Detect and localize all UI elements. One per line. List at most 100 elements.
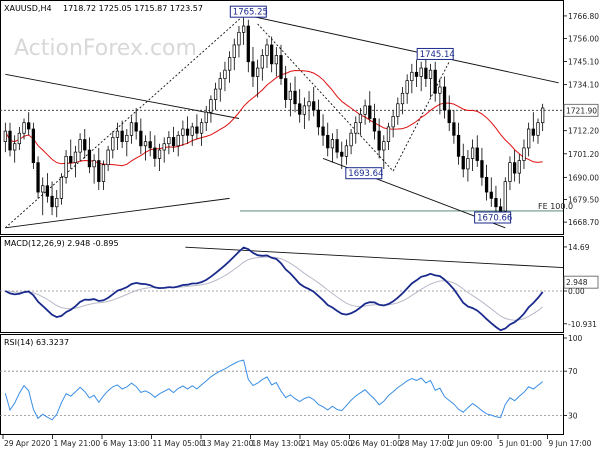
- candle-body: [64, 155, 68, 178]
- candle-body: [396, 103, 400, 117]
- candlestick: [298, 89, 302, 123]
- price-layer: FE 100.0 1765.25 1745.14 1693.64 1670.66: [0, 5, 573, 229]
- time-axis-label: 6 May 13:00: [103, 439, 150, 448]
- candlestick: [8, 122, 12, 157]
- candlestick: [382, 135, 386, 169]
- candle-body: [372, 118, 377, 132]
- candle-body: [307, 101, 311, 107]
- candlestick: [405, 74, 409, 104]
- candlestick: [3, 122, 7, 153]
- candle-body: [209, 99, 213, 113]
- candle-body: [363, 105, 367, 115]
- ohlc-label: 1718.72 1725.05 1715.87 1723.57: [63, 4, 203, 13]
- candle-body: [480, 160, 484, 178]
- current-price-box: [563, 103, 599, 117]
- candle-body: [87, 149, 92, 168]
- candlestick: [139, 118, 143, 155]
- candle-body: [101, 164, 106, 182]
- candle-body: [218, 78, 222, 90]
- candle-body: [241, 25, 246, 33]
- axis-layer: 1766.801756.001745.101734.101723.401712.…: [2, 12, 599, 448]
- candle-body: [167, 137, 171, 145]
- candlestick: [237, 26, 241, 58]
- candlestick: [171, 126, 176, 153]
- candle-body: [438, 86, 442, 94]
- price-axis-label: 1668.70: [568, 218, 599, 227]
- time-axis-label: 28 May 17:00: [400, 439, 452, 448]
- candle-body: [227, 57, 232, 71]
- candle-body: [115, 130, 120, 138]
- candle-body: [527, 128, 531, 149]
- candlestick: [73, 145, 78, 178]
- candlestick: [17, 126, 21, 151]
- candlestick: [185, 116, 190, 144]
- candle-body: [195, 126, 199, 134]
- candlestick: [293, 76, 297, 113]
- macd-panel-frame: [0, 236, 564, 333]
- candlestick: [260, 49, 264, 81]
- candlestick: [223, 61, 227, 92]
- candle-body: [17, 132, 21, 145]
- candle-body: [59, 177, 64, 199]
- candle-body: [92, 160, 96, 168]
- candlestick: [157, 143, 162, 172]
- candlestick: [101, 160, 106, 190]
- candle-body: [340, 151, 344, 157]
- candle-body: [69, 155, 73, 163]
- candlestick: [321, 114, 325, 146]
- candlestick: [64, 150, 68, 184]
- price-annotation-box: [345, 167, 383, 180]
- candle-body: [139, 130, 143, 147]
- candlestick: [69, 139, 73, 169]
- candlestick: [410, 63, 414, 94]
- candle-body: [475, 147, 479, 161]
- price-annotation-label: 1745.14: [420, 50, 455, 60]
- candlestick: [106, 145, 110, 172]
- candle-body: [428, 69, 433, 79]
- candle-body: [330, 139, 335, 149]
- candlestick: [484, 164, 489, 201]
- price-annotation-label: 1670.66: [477, 214, 512, 224]
- rising-dashed-line: [5, 15, 244, 229]
- candlestick: [363, 99, 367, 125]
- candle-body: [335, 139, 339, 153]
- candle-body: [326, 134, 330, 149]
- candle-body: [185, 128, 190, 136]
- candlestick: [83, 129, 87, 159]
- candlestick: [461, 143, 465, 178]
- candle-body: [265, 44, 269, 56]
- candle-body: [148, 141, 152, 149]
- candle-body: [270, 44, 274, 65]
- time-axis-label: 9 Jun 17:00: [549, 439, 592, 448]
- candlestick: [442, 76, 447, 119]
- candlestick: [13, 135, 17, 163]
- candle-body: [391, 116, 395, 128]
- time-axis-label: 26 May 01:00: [351, 439, 403, 448]
- candle-body: [377, 130, 381, 151]
- candle-body: [246, 25, 250, 63]
- candle-body: [405, 80, 409, 94]
- candle-body: [344, 145, 349, 157]
- macd-title: MACD(12,26,9) 2.948 -0.895: [4, 239, 119, 248]
- candle-body: [78, 139, 82, 153]
- candle-body: [129, 122, 134, 136]
- candle-body: [232, 44, 236, 58]
- price-panel-frame: [0, 0, 564, 235]
- fe-100-label: FE 100.0: [538, 202, 573, 211]
- candlestick: [335, 129, 339, 159]
- candlestick: [284, 65, 288, 108]
- candle-body: [22, 122, 26, 134]
- macd-axis-label: -10.931: [568, 320, 597, 329]
- time-axis-label: 21 May 05:00: [301, 439, 353, 448]
- candle-body: [489, 191, 493, 199]
- candle-body: [400, 92, 405, 105]
- candlestick: [111, 131, 115, 159]
- candlestick: [494, 185, 498, 216]
- price-annotation-label: 1693.64: [348, 169, 383, 179]
- candlestick: [349, 129, 353, 155]
- candle-body: [237, 31, 241, 46]
- candle-body: [302, 105, 307, 115]
- candle-body: [256, 67, 260, 77]
- candle-body: [447, 109, 451, 124]
